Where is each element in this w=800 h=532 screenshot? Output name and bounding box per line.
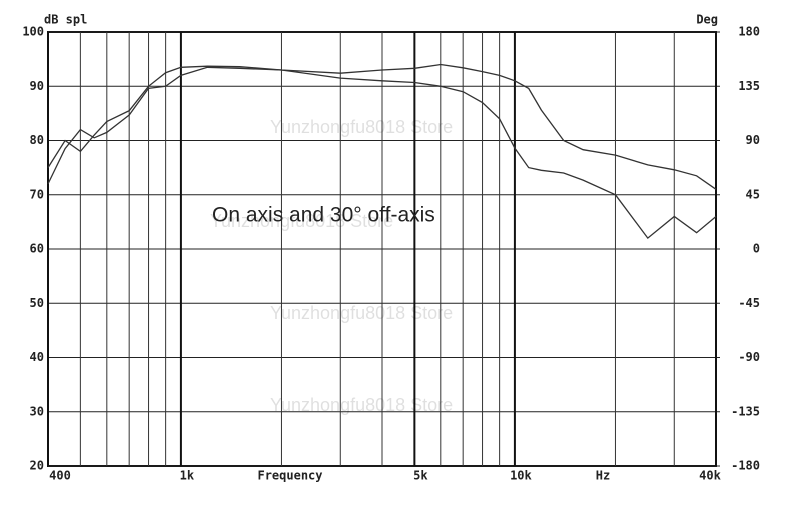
y-tick-label: 100 (22, 25, 44, 39)
y2-tick-label: 0 (753, 242, 760, 256)
series-line (47, 63, 717, 190)
y2-tick-label: -45 (738, 296, 760, 310)
y2-tick-label: 135 (738, 79, 760, 93)
y-axis-label: dB spl (44, 13, 87, 27)
y2-tick-label: 90 (746, 133, 760, 147)
y-tick-label: 40 (30, 350, 44, 364)
y2-tick-label: -135 (731, 404, 760, 418)
x-tick-label: 10k (510, 469, 532, 483)
series-line (47, 66, 717, 240)
y-tick-label: 90 (30, 79, 44, 93)
y-tick-label: 20 (30, 459, 44, 473)
watermark: Yunzhongfu8018 Store (270, 303, 453, 323)
y-tick-label: 50 (30, 296, 44, 310)
y2-tick-label: -180 (731, 459, 760, 473)
x-tick-label: 5k (413, 469, 428, 483)
y2-tick-label: 45 (746, 187, 760, 201)
y2-tick-label: 180 (738, 25, 760, 39)
y-tick-label: 30 (30, 404, 44, 418)
watermark: Yunzhongfu8018 Store (270, 395, 453, 415)
watermark: Yunzhongfu8018 Store (270, 117, 453, 137)
y-tick-label: 70 (30, 187, 44, 201)
x-tick-label: 400 (49, 469, 71, 483)
annotation: On axis and 30° off-axis (212, 204, 435, 227)
y-tick-label: 60 (30, 242, 44, 256)
x-tick-label: 40k (699, 469, 721, 483)
x-axis-label: Frequency (257, 469, 322, 483)
x-axis-unit: Hz (596, 469, 610, 483)
y-tick-label: 80 (30, 133, 44, 147)
x-tick-label: 1k (180, 469, 195, 483)
watermark: Yunzhongfu8018 Store (210, 211, 393, 231)
y2-axis-label: Deg (696, 13, 718, 27)
y2-tick-label: -90 (738, 350, 760, 364)
